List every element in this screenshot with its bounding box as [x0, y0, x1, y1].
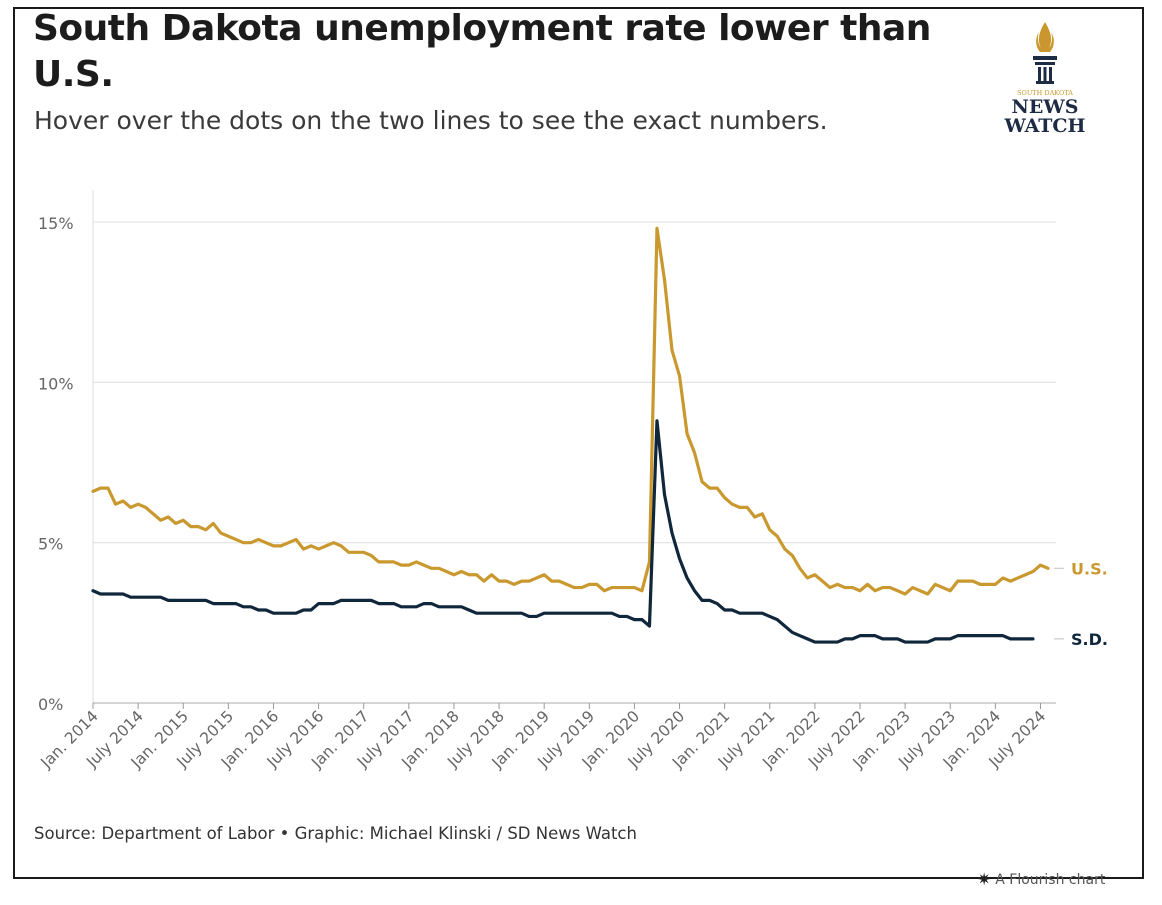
grid-layer: [93, 221, 1056, 544]
logo-line3: WATCH: [1003, 115, 1085, 137]
flourish-credit[interactable]: ✷ A Flourish chart: [977, 870, 1105, 890]
logo-line1: SOUTH DAKOTA: [1017, 89, 1073, 97]
series-label-us: U.S.: [1071, 559, 1108, 578]
series-label-sd: S.D.: [1071, 630, 1108, 649]
y-tick-label: 10%: [38, 374, 74, 393]
flourish-star-icon: ✷: [977, 870, 992, 890]
credit-label: A Flourish chart: [995, 872, 1106, 888]
sd-news-watch-logo: SOUTH DAKOTA NEWS WATCH: [1003, 22, 1086, 137]
y-tick-label: 15%: [38, 214, 74, 233]
chart-title: South Dakota unemployment rate lower tha…: [33, 8, 931, 95]
logo-line2: NEWS: [1012, 96, 1079, 118]
series-line-sd: [91, 419, 1035, 644]
series-line-us: [91, 226, 1050, 596]
label-layer: U.S. S.D.: [1054, 559, 1108, 649]
chart-subtitle: Hover over the dots on the two lines to …: [34, 106, 828, 135]
y-tick-label: 0%: [38, 695, 63, 714]
series-layer: [91, 226, 1050, 644]
y-tick-label: 5%: [38, 535, 63, 554]
source-note: Source: Department of Labor • Graphic: M…: [34, 824, 637, 843]
torch-icon: [1033, 22, 1057, 84]
chart-frame: [13, 7, 1144, 879]
